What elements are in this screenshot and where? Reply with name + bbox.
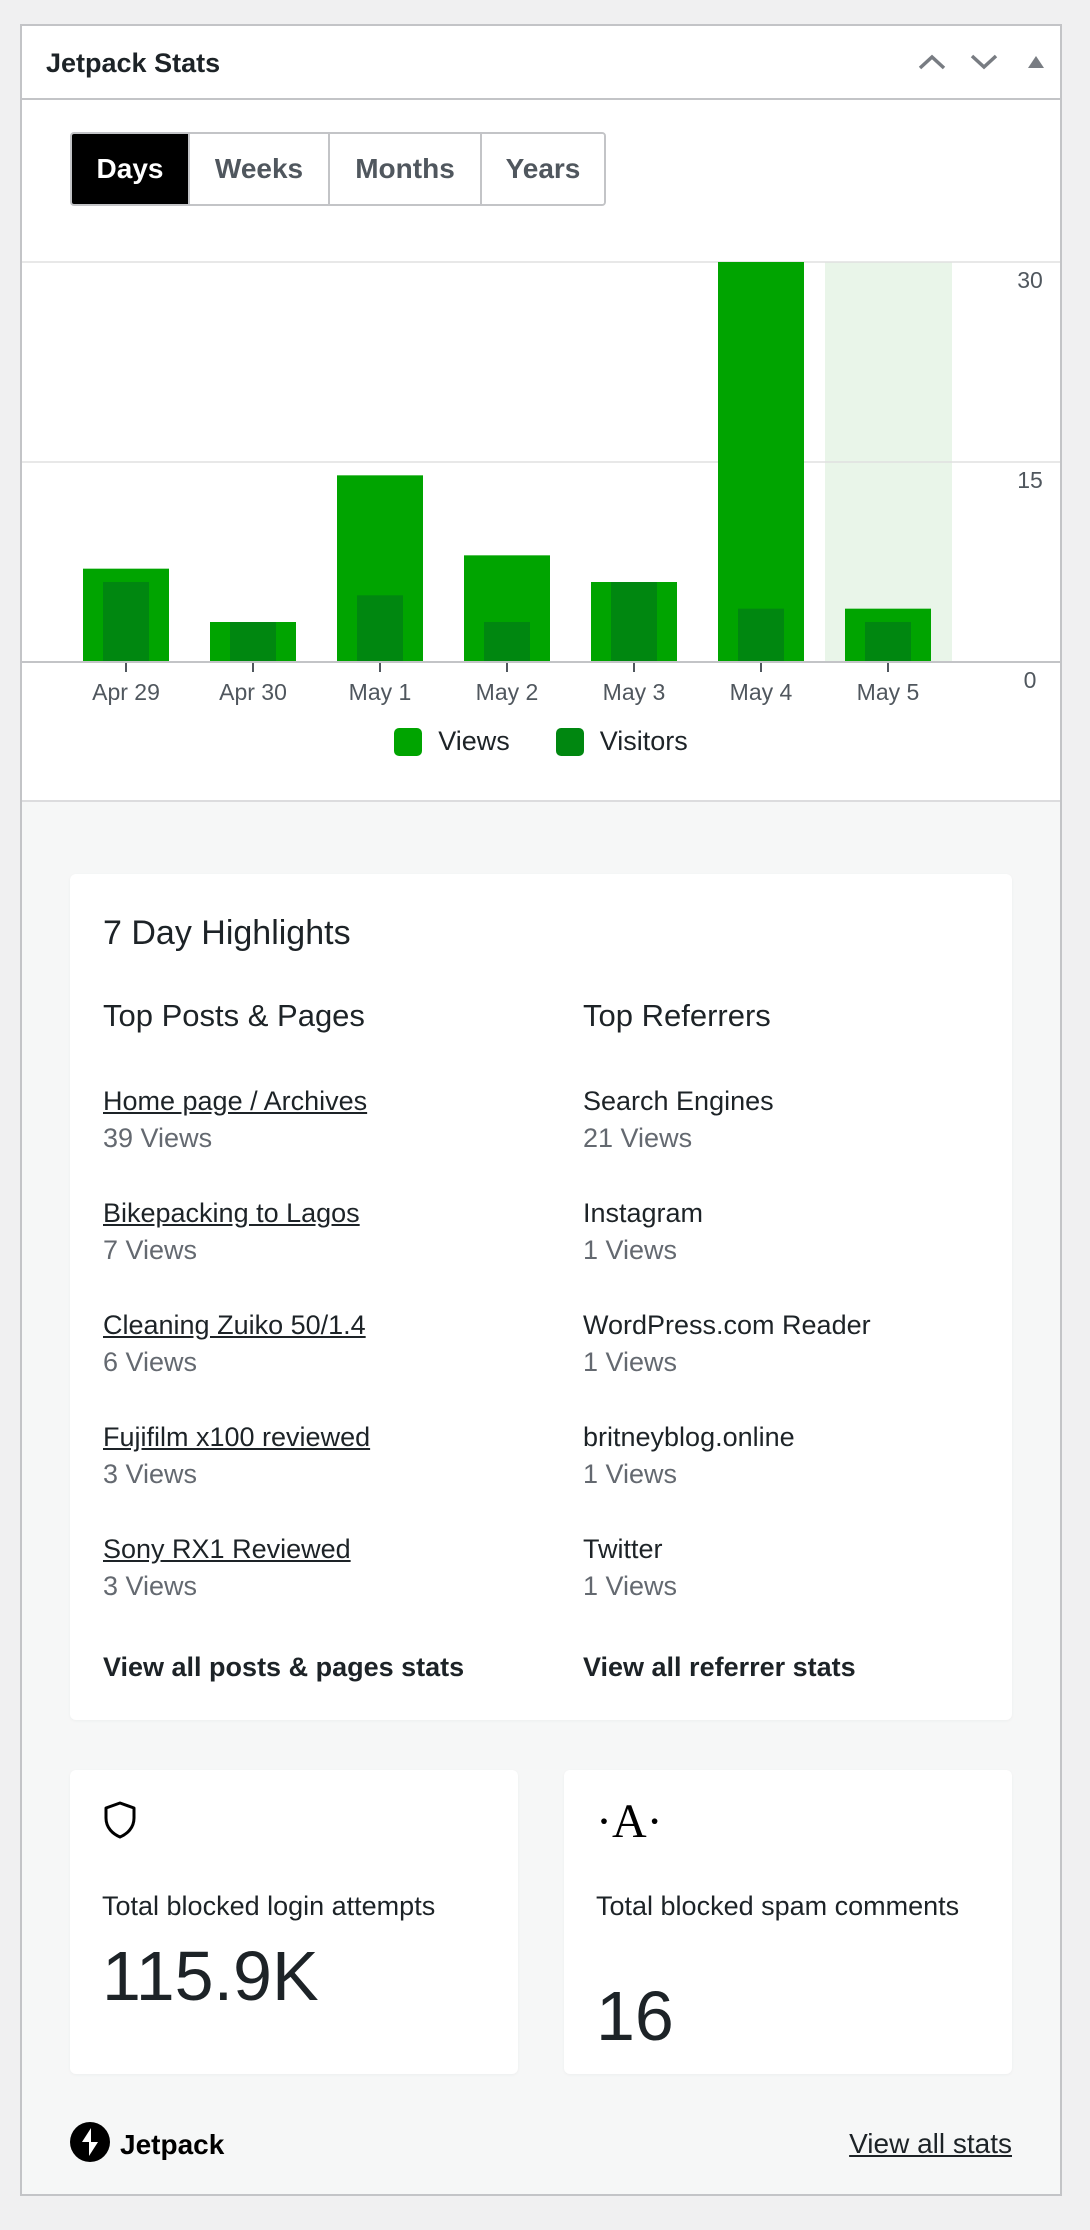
top-posts-heading: Top Posts & Pages (103, 998, 365, 1033)
post-views: 3 Views (103, 1459, 198, 1489)
y-tick-label: 15 (1017, 467, 1043, 493)
x-tick-label: May 4 (730, 679, 793, 705)
blocked-spam-label: Total blocked spam comments (596, 1891, 960, 1921)
x-tick-label: May 5 (857, 679, 920, 705)
list-item: Instagram 1 Views (583, 1166, 1013, 1278)
list-item: WordPress.com Reader 1 Views (583, 1278, 1013, 1390)
list-item: Search Engines 21 Views (583, 1054, 1013, 1166)
jetpack-logo-icon (70, 2122, 110, 2167)
list-item: Cleaning Zuiko 50/1.4 6 Views (103, 1278, 533, 1390)
list-item: Fujifilm x100 reviewed 3 Views (103, 1390, 533, 1502)
highlights-card: 7 Day Highlights Top Posts & Pages Home … (70, 874, 1012, 1720)
blocked-logins-label: Total blocked login attempts (102, 1891, 436, 1921)
blocked-spam-value: 16 (596, 1977, 674, 2055)
highlights-title: 7 Day Highlights (103, 914, 351, 952)
post-link[interactable]: Home page / Archives (103, 1086, 368, 1116)
referrer-views: 1 Views (583, 1235, 678, 1265)
y-tick-label: 0 (1024, 667, 1037, 693)
referrer-views: 1 Views (583, 1571, 678, 1601)
jetpack-logo-text: Jetpack (120, 2128, 225, 2160)
top-referrers-heading: Top Referrers (583, 998, 771, 1033)
top-posts-column: Top Posts & Pages Home page / Archives 3… (103, 998, 533, 1614)
x-tick-label: Apr 29 (92, 679, 160, 705)
bar-visitors (865, 622, 911, 662)
x-tick-label: May 1 (349, 679, 412, 705)
x-tick-label: May 2 (476, 679, 539, 705)
jetpack-stats-widget: Jetpack Stats Days Weeks Months Years 0 1… (20, 24, 1062, 2196)
bar-visitors (230, 622, 276, 662)
view-all-stats-link[interactable]: View all stats (849, 2128, 1012, 2159)
list-item: Sony RX1 Reviewed 3 Views (103, 1502, 533, 1614)
view-all-referrers-link[interactable]: View all referrer stats (583, 1652, 856, 1682)
stats-lower-section: 7 Day Highlights Top Posts & Pages Home … (22, 800, 1060, 2194)
tab-days[interactable]: Days (72, 134, 188, 204)
move-up-button[interactable] (912, 42, 952, 82)
toggle-panel-button[interactable] (1016, 42, 1056, 82)
post-views: 39 Views (103, 1123, 213, 1153)
list-item: Twitter 1 Views (583, 1502, 1013, 1614)
post-views: 7 Views (103, 1235, 198, 1265)
chart-svg: 0 15 30 Apr 29 Apr 30 May 1 May 2 May 3 May 4 May… (22, 261, 1060, 705)
post-link[interactable]: Sony RX1 Reviewed (103, 1534, 351, 1564)
blocked-logins-card: Total blocked login attempts 115.9K (70, 1770, 518, 2074)
referrer-name: WordPress.com Reader (583, 1310, 871, 1340)
post-link[interactable]: Fujifilm x100 reviewed (103, 1422, 371, 1452)
bar-visitors (738, 608, 784, 662)
post-link[interactable]: Cleaning Zuiko 50/1.4 (103, 1310, 366, 1340)
legend-item-visitors[interactable]: Visitors (555, 726, 688, 757)
top-referrers-column: Top Referrers Search Engines 21 Views In… (583, 998, 1013, 1614)
bar-visitors (357, 595, 403, 662)
referrer-views: 1 Views (583, 1459, 678, 1489)
blocked-spam-card: ·A· Total blocked spam comments 16 (564, 1770, 1012, 2074)
x-tick-label: May 3 (603, 679, 666, 705)
view-all-posts-link[interactable]: View all posts & pages stats (103, 1652, 465, 1682)
referrer-views: 1 Views (583, 1347, 678, 1377)
stats-chart: 0 15 30 Apr 29 Apr 30 May 1 May 2 May 3 May 4 May… (22, 238, 1060, 738)
chevron-up-icon (917, 52, 947, 72)
tab-months[interactable]: Months (328, 134, 480, 204)
chevron-down-icon (969, 52, 999, 72)
legend-label-visitors: Visitors (599, 726, 688, 756)
chart-legend: Views Visitors (22, 726, 1060, 757)
referrer-views: 21 Views (583, 1123, 693, 1153)
triangle-up-icon (1026, 55, 1046, 69)
referrer-name: Instagram (583, 1198, 704, 1228)
blocked-logins-value: 115.9K (102, 1937, 319, 2015)
jetpack-logo: Jetpack (70, 2122, 224, 2167)
widget-title: Jetpack Stats (46, 48, 221, 78)
tab-weeks[interactable]: Weeks (188, 134, 328, 204)
x-tick-label: Apr 30 (219, 679, 287, 705)
referrer-name: Twitter (583, 1534, 663, 1564)
bar-visitors (484, 622, 530, 662)
akismet-icon: ·A· (596, 1795, 663, 1848)
bar-visitors (611, 582, 657, 662)
list-item: britneyblog.online 1 Views (583, 1390, 1013, 1502)
legend-label-views: Views (438, 726, 510, 756)
list-item: Home page / Archives 39 Views (103, 1054, 533, 1166)
legend-swatch-views (394, 727, 423, 756)
bar-views (718, 262, 804, 662)
period-tabs: Days Weeks Months Years (70, 132, 606, 206)
legend-swatch-visitors (555, 727, 584, 756)
tab-years[interactable]: Years (480, 134, 604, 204)
legend-item-views[interactable]: Views (394, 726, 510, 757)
widget-header: Jetpack Stats (22, 26, 1060, 100)
move-down-button[interactable] (964, 42, 1004, 82)
list-item: Bikepacking to Lagos 7 Views (103, 1166, 533, 1278)
post-views: 3 Views (103, 1571, 198, 1601)
referrer-name: Search Engines (583, 1086, 774, 1116)
bar-visitors (103, 582, 149, 662)
referrer-name: britneyblog.online (583, 1422, 795, 1452)
shield-icon (102, 1800, 142, 1844)
post-link[interactable]: Bikepacking to Lagos (103, 1198, 360, 1228)
y-tick-label: 30 (1017, 267, 1043, 293)
post-views: 6 Views (103, 1347, 198, 1377)
